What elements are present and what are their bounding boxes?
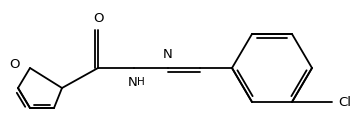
Text: O: O [9,58,19,70]
Text: N: N [163,47,173,61]
Text: N: N [128,75,138,89]
Text: H: H [137,77,145,87]
Text: O: O [93,12,103,24]
Text: Cl: Cl [338,95,351,109]
